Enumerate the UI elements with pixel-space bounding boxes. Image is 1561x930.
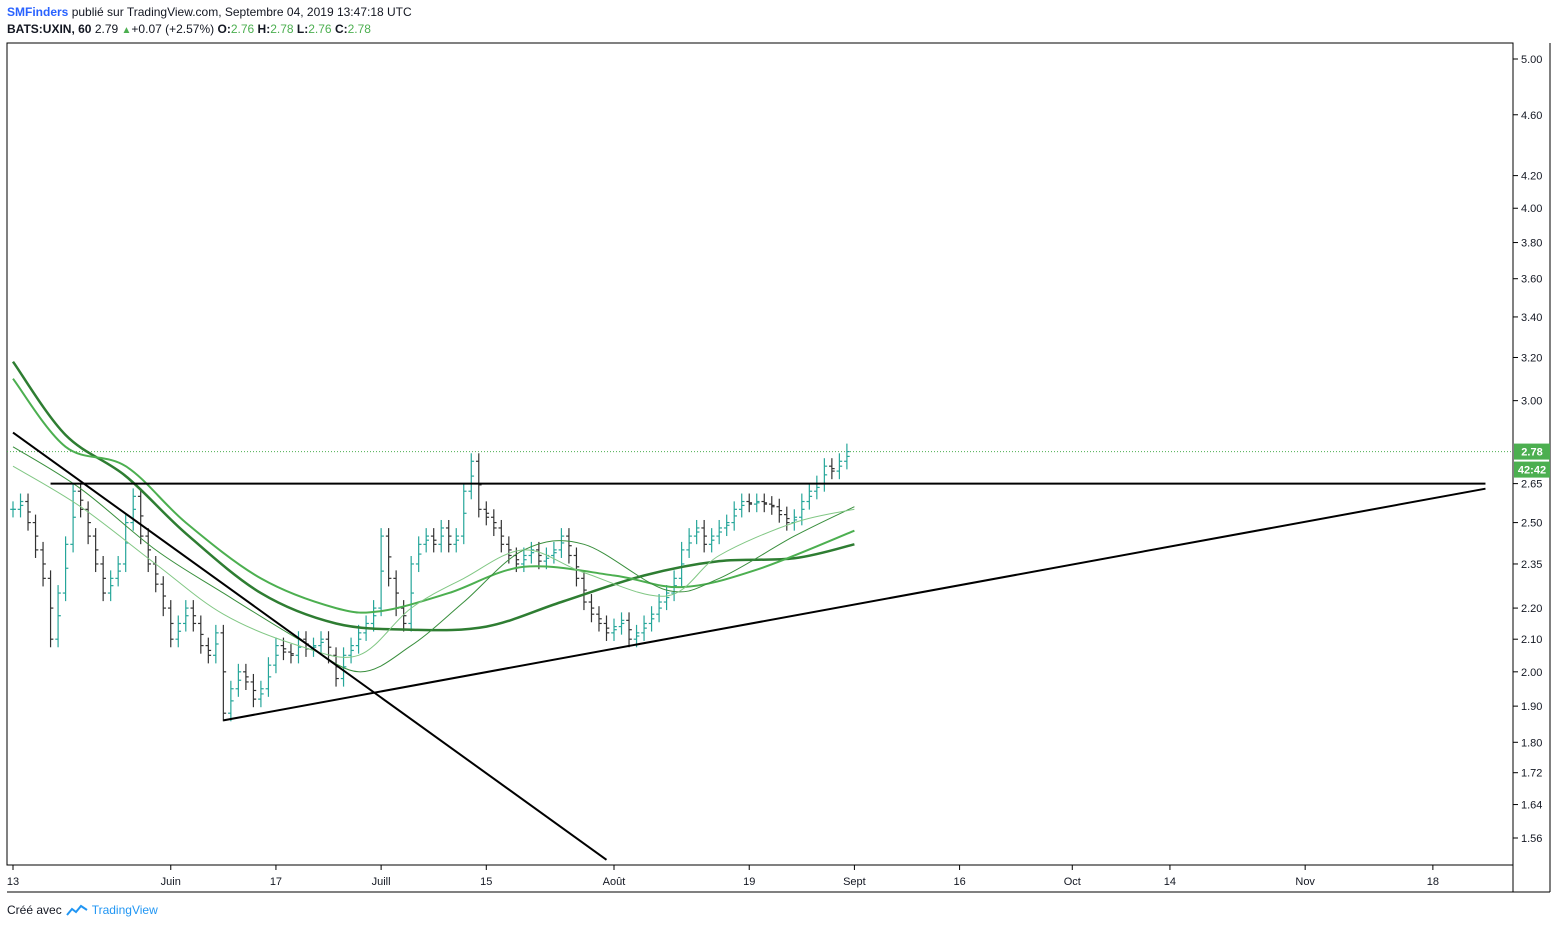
tradingview-cloud-icon[interactable] <box>65 904 88 916</box>
tradingview-link[interactable]: TradingView <box>91 903 158 917</box>
y-tick-label: 1.72 <box>1521 768 1542 780</box>
x-tick-label: Juill <box>372 876 391 888</box>
y-tick-label: 2.00 <box>1521 667 1542 679</box>
current-price-label: 2.78 <box>1521 447 1542 459</box>
trendline-rising-support[interactable] <box>223 487 1486 722</box>
high-value: 2.78 <box>270 22 294 36</box>
y-tick-label: 1.56 <box>1521 833 1542 845</box>
x-tick-label: 15 <box>480 876 492 888</box>
y-tick-label: 2.20 <box>1521 603 1542 615</box>
y-tick-label: 3.60 <box>1521 274 1542 286</box>
x-tick-label: Nov <box>1295 876 1315 888</box>
footer-credit: Créé avec TradingView <box>7 903 158 917</box>
x-tick-label: 13 <box>7 876 19 888</box>
y-tick-label: 2.35 <box>1521 559 1542 571</box>
trendline-falling-trendline[interactable] <box>12 431 608 861</box>
y-tick-label: 3.20 <box>1521 352 1542 364</box>
moving-average-2[interactable] <box>12 378 855 614</box>
y-tick-label: 2.65 <box>1521 479 1542 491</box>
open-label: O: <box>217 22 231 36</box>
moving-average-3[interactable] <box>12 446 855 673</box>
y-tick-label: 4.20 <box>1521 171 1542 183</box>
y-tick-label: 4.60 <box>1521 110 1542 122</box>
chart-header: SMFinders publié sur TradingView.com, Se… <box>7 4 412 39</box>
y-tick-label: 1.64 <box>1521 800 1542 812</box>
x-tick-label: 17 <box>270 876 282 888</box>
created-with-text: Créé avec <box>7 903 62 917</box>
x-tick-label: 16 <box>953 876 965 888</box>
close-value: 2.78 <box>347 22 371 36</box>
high-label: H: <box>257 22 271 36</box>
y-tick-label: 2.50 <box>1521 518 1542 530</box>
low-label: L: <box>296 22 309 36</box>
close-label: C: <box>334 22 348 36</box>
symbol-label[interactable]: BATS:UXIN, 60 <box>7 22 92 36</box>
last-price: 2.79 <box>94 22 119 36</box>
publisher-name[interactable]: SMFinders <box>7 5 69 19</box>
low-value: 2.76 <box>308 22 332 36</box>
y-tick-label: 2.10 <box>1521 634 1542 646</box>
y-tick-label: 4.00 <box>1521 203 1542 215</box>
up-triangle-icon: ▲ <box>121 25 132 36</box>
x-tick-label: Août <box>603 876 626 888</box>
moving-average-1[interactable] <box>11 360 855 632</box>
price-change: +0.07 (+2.57%) <box>131 22 215 36</box>
open-value: 2.76 <box>230 22 255 36</box>
x-tick-label: Juin <box>161 876 181 888</box>
x-tick-label: Oct <box>1064 876 1081 888</box>
countdown-badge <box>1514 461 1550 478</box>
y-tick-label: 3.00 <box>1521 396 1542 408</box>
countdown-label: 42:42 <box>1518 465 1546 477</box>
x-tick-label: 19 <box>743 876 755 888</box>
moving-average-4[interactable] <box>12 465 855 658</box>
x-tick-label: Sept <box>843 876 866 888</box>
current-price-badge <box>1514 443 1550 460</box>
published-text: publié sur TradingView.com, Septembre 04… <box>71 5 412 19</box>
y-tick-label: 5.00 <box>1521 54 1542 66</box>
x-tick-label: 14 <box>1164 876 1176 888</box>
y-tick-label: 3.40 <box>1521 312 1542 324</box>
plot-area[interactable] <box>6 42 1514 866</box>
y-tick-label: 3.80 <box>1521 238 1542 250</box>
y-tick-label: 1.90 <box>1521 701 1542 713</box>
y-tick-label: 1.80 <box>1521 737 1542 749</box>
x-tick-label: 18 <box>1427 876 1439 888</box>
